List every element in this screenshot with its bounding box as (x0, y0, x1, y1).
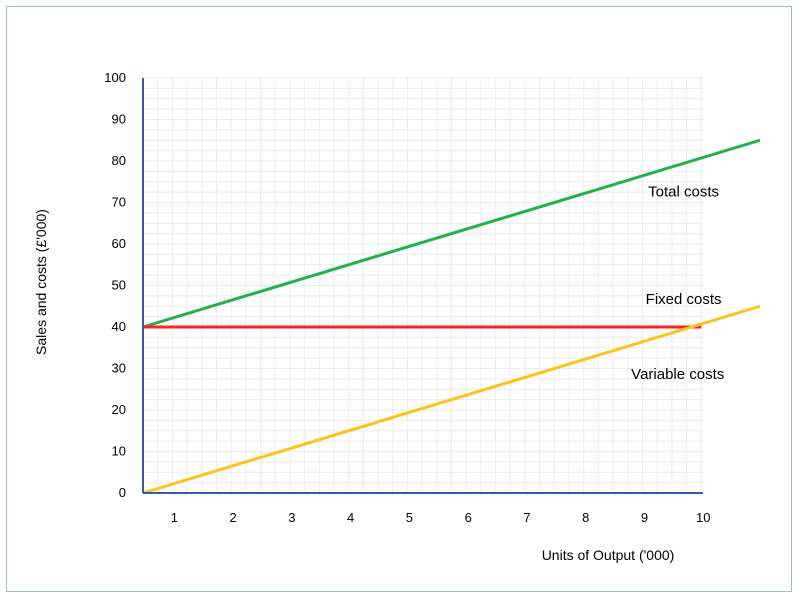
axes (142, 78, 703, 494)
y-tick-label: 20 (112, 402, 126, 417)
grid (142, 77, 703, 494)
y-axis-title: Sales and costs (£'000) (33, 209, 49, 355)
x-tick-label: 2 (230, 510, 237, 525)
x-tick-label: 5 (406, 510, 413, 525)
y-tick-label: 10 (112, 444, 126, 459)
series-line-total-costs (142, 138, 761, 329)
series-label-fixed-costs: Fixed costs (646, 291, 722, 308)
x-tick-label: 4 (347, 510, 354, 525)
x-tick-label: 9 (641, 510, 648, 525)
x-axis-title: Units of Output ('000) (542, 547, 675, 563)
x-tick-label: 8 (582, 510, 589, 525)
x-tick-label: 6 (465, 510, 472, 525)
series-label-variable-costs: Variable costs (631, 366, 724, 383)
x-tick-labels: 1 2 3 4 5 6 7 8 9 10 (171, 510, 711, 525)
y-tick-label: 50 (112, 278, 126, 293)
x-tick-label: 10 (696, 510, 710, 525)
series-labels: Total costs Fixed costs Variable costs (631, 183, 724, 383)
y-tick-label: 60 (112, 236, 126, 251)
x-tick-label: 1 (171, 510, 178, 525)
series-lines (142, 138, 761, 495)
y-tick-label: 0 (119, 485, 126, 500)
y-tick-label: 100 (104, 70, 126, 85)
y-tick-label: 30 (112, 361, 126, 376)
series-line-variable-costs (142, 304, 761, 495)
x-tick-label: 3 (288, 510, 295, 525)
series-label-total-costs: Total costs (648, 183, 719, 200)
y-tick-label: 90 (112, 112, 126, 127)
y-tick-labels: 0 10 20 30 40 50 60 70 80 90 100 (104, 70, 126, 500)
y-tick-label: 80 (112, 153, 126, 168)
chart-frame (6, 6, 792, 592)
x-tick-label: 7 (523, 510, 530, 525)
y-tick-label: 40 (112, 319, 126, 334)
y-tick-label: 70 (112, 195, 126, 210)
